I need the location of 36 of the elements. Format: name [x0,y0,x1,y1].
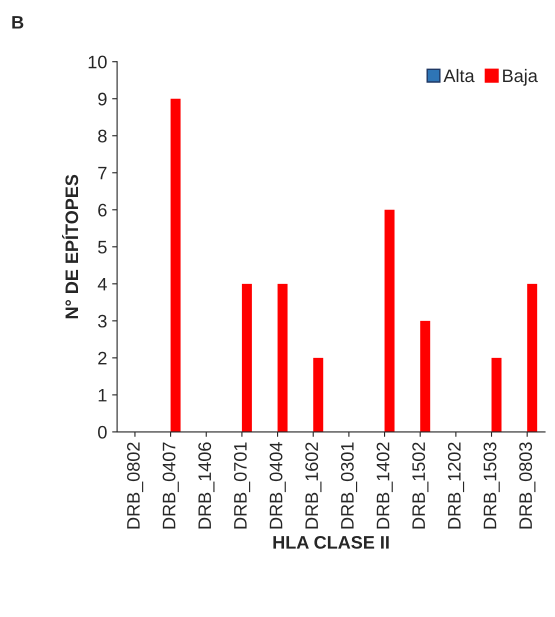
y-axis-title: N° DE EPÍTOPES [62,174,78,318]
x-tick-label: DRB_0803 [519,442,536,528]
x-tick-label: DRB_1202 [448,442,464,528]
bar [278,284,288,432]
x-tick-label: DRB_0802 [126,442,144,528]
x-tick-label: DRB_0301 [340,442,358,528]
bar [420,320,430,432]
bar [170,98,181,432]
legend-label: Alta [443,68,475,82]
x-tick-label: DRB_0701 [234,442,250,528]
x-tick-label: DRB_1402 [376,442,393,528]
y-tick-label: 7 [98,166,106,180]
x-tick-label: DRB_1502 [412,442,428,528]
bar [527,284,538,432]
text: B [12,16,24,29]
y-tick-label: 9 [98,92,107,106]
x-tick-label: DRB_1406 [198,442,215,528]
x-tick-label: DRB_0407 [162,442,179,528]
x-axis-title: HLA CLASE II [273,536,389,549]
bar [492,358,502,432]
bar [384,210,395,432]
y-tick-label: 5 [98,240,107,254]
x-tick-label: DRB_0404 [270,442,286,528]
y-tick-label: 10 [88,56,107,68]
x-tick-label: DRB_1602 [305,442,322,528]
legend-label: Baja [503,68,538,86]
y-tick-label: 3 [98,314,107,328]
bar [313,358,324,432]
y-tick-label: 4 [98,278,107,290]
y-tick-label: 1 [98,389,107,402]
y-tick-label: 0 [98,426,107,439]
y-tick-label: 6 [98,204,107,216]
y-tick-label: 8 [98,130,107,142]
x-tick-label: DRB_1503 [484,442,500,528]
bar [242,284,252,432]
y-tick-label: 2 [98,352,106,364]
